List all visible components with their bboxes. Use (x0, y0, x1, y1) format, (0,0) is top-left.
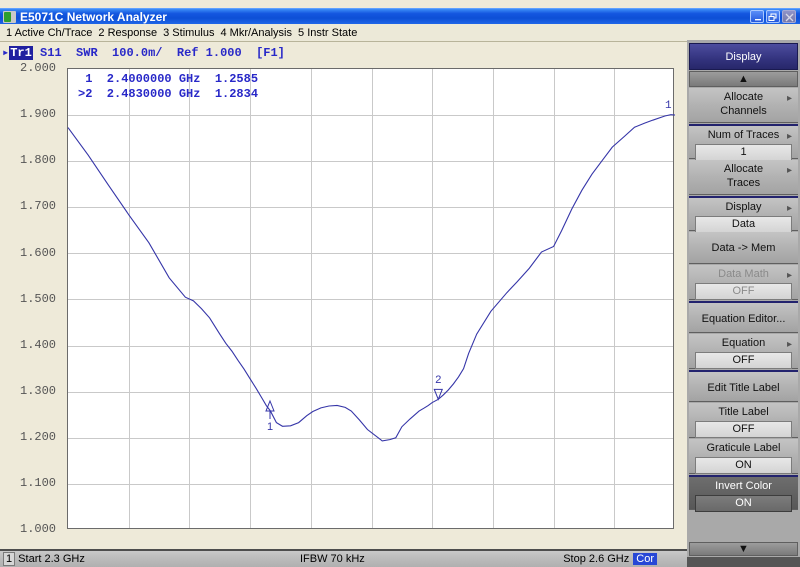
svg-text:1: 1 (267, 421, 273, 433)
svg-text:2: 2 (435, 374, 441, 386)
svg-text:1: 1 (665, 100, 672, 112)
